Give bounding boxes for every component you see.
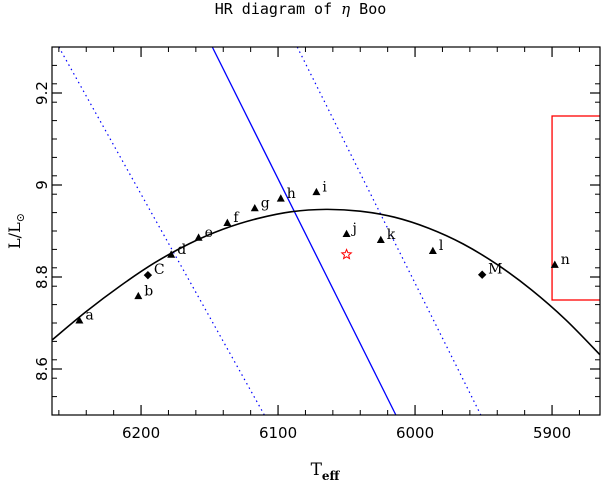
model-label-d: d	[177, 242, 186, 258]
model-point-d	[167, 250, 176, 258]
plot-frame	[51, 46, 601, 416]
model-point-g	[250, 203, 259, 212]
model-label-k: k	[387, 227, 396, 243]
model-label-h: h	[287, 186, 296, 202]
model-label-i: i	[322, 179, 327, 195]
model-label-C: C	[154, 262, 165, 278]
dotted-line-1	[58, 47, 265, 415]
x-axis-label: Teff	[311, 460, 341, 482]
model-point-C	[143, 270, 153, 280]
y-tick-label: 8.6	[33, 357, 51, 381]
x-tick-label: 5900	[533, 424, 571, 442]
evolutionary-track	[52, 208, 600, 356]
error-box	[551, 115, 600, 301]
x-tick-label: 6100	[259, 424, 297, 442]
observed-star-marker	[340, 248, 353, 260]
chart-title: HR diagram of η Boo	[214, 0, 387, 18]
model-label-f: f	[233, 210, 240, 226]
model-point-i	[312, 187, 321, 196]
y-tick-label: 8.8	[33, 265, 51, 289]
model-point-M	[477, 270, 487, 279]
model-label-b: b	[144, 283, 153, 299]
model-point-n	[550, 260, 559, 268]
y-tick-label: 9	[33, 180, 51, 190]
model-label-l: l	[439, 238, 444, 254]
model-point-h	[276, 194, 285, 202]
x-tick-label: 6200	[122, 424, 160, 442]
dotted-line-2	[296, 47, 482, 415]
model-label-n: n	[561, 252, 570, 268]
model-point-e	[194, 233, 203, 241]
model-point-f	[223, 218, 232, 226]
model-point-j	[342, 229, 351, 238]
model-label-a: a	[85, 308, 93, 324]
model-label-g: g	[261, 195, 270, 211]
y-tick-label: 9.2	[33, 81, 51, 105]
model-label-M: M	[488, 262, 502, 278]
solid-line	[211, 47, 397, 415]
model-label-e: e	[205, 225, 213, 241]
y-axis-label: L/L⊙	[5, 213, 27, 249]
model-point-l	[428, 246, 437, 255]
x-tick-label: 6000	[396, 424, 434, 442]
model-point-k	[376, 235, 385, 243]
model-point-a	[75, 316, 84, 324]
model-label-j: j	[351, 221, 357, 237]
model-point-b	[134, 291, 143, 300]
